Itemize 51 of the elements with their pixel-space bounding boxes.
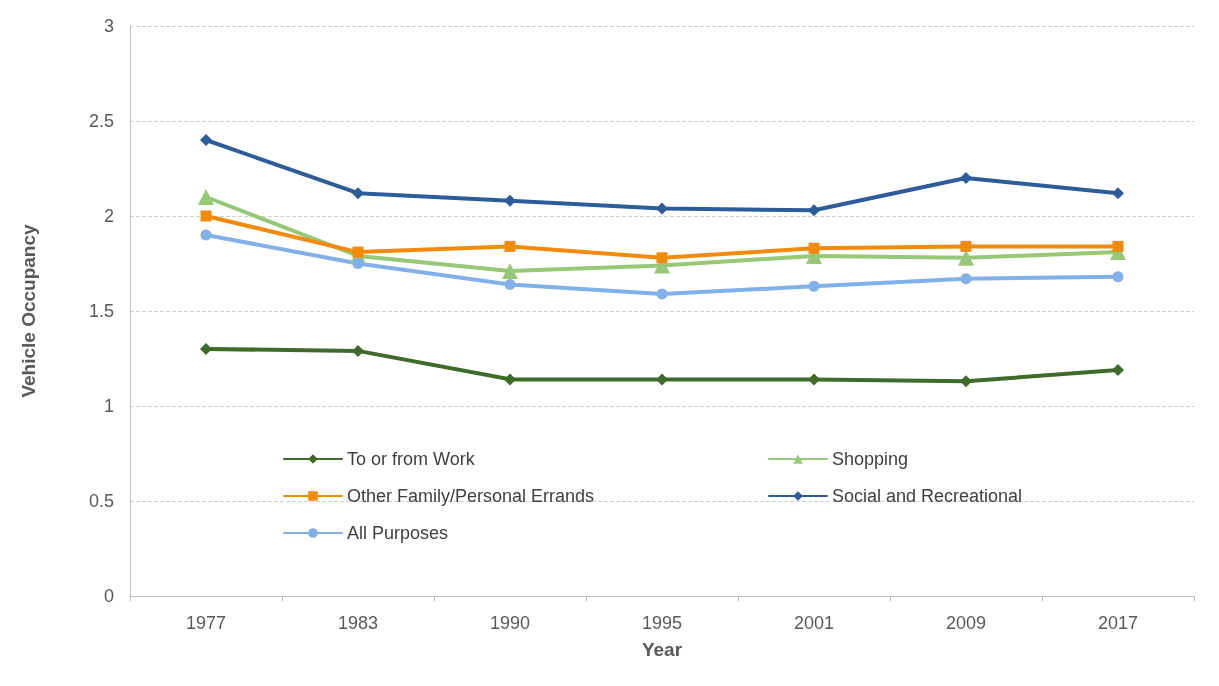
x-tick-label: 2009 bbox=[945, 613, 987, 633]
point bbox=[1112, 363, 1124, 376]
y-tick-label: 0 bbox=[103, 586, 114, 606]
legend-label: Social and Recreational bbox=[832, 486, 1023, 506]
point bbox=[352, 258, 364, 269]
point bbox=[808, 373, 820, 386]
point bbox=[656, 373, 668, 386]
point bbox=[960, 172, 972, 184]
point bbox=[1112, 187, 1124, 200]
point bbox=[352, 246, 364, 258]
point bbox=[960, 240, 972, 252]
y-tick-label: 2.5 bbox=[88, 111, 114, 131]
point bbox=[960, 273, 972, 285]
y-tick-label: 3 bbox=[103, 16, 114, 36]
legend-label: To or from Work bbox=[347, 449, 476, 469]
point bbox=[1112, 271, 1124, 283]
point bbox=[504, 278, 516, 290]
point bbox=[352, 187, 364, 200]
y-tick-label: 2 bbox=[103, 206, 114, 226]
point bbox=[960, 375, 972, 388]
x-tick-label: 1983 bbox=[337, 613, 379, 633]
point bbox=[352, 344, 364, 357]
x-tick-label: 2001 bbox=[793, 613, 835, 633]
point bbox=[656, 252, 668, 264]
y-tick-label: 1.5 bbox=[88, 301, 114, 321]
x-tick-label: 1990 bbox=[489, 613, 531, 633]
point bbox=[504, 194, 516, 207]
legend-label: Shopping bbox=[832, 449, 909, 469]
x-axis-title: Year bbox=[641, 639, 683, 660]
point bbox=[200, 229, 212, 241]
point bbox=[502, 263, 518, 280]
point bbox=[808, 242, 820, 254]
point bbox=[808, 280, 820, 292]
x-tick-label: 1995 bbox=[641, 613, 683, 633]
legend-label: Other Family/Personal Errands bbox=[347, 486, 595, 506]
point bbox=[808, 204, 820, 217]
legend-label: All Purposes bbox=[347, 523, 449, 543]
point bbox=[504, 240, 516, 252]
x-tick-label: 1977 bbox=[185, 613, 227, 633]
point bbox=[656, 288, 668, 300]
point bbox=[200, 134, 212, 146]
point bbox=[656, 202, 668, 215]
y-axis-title: Vehicle Occupancy bbox=[18, 223, 39, 398]
y-tick-label: 0.5 bbox=[88, 491, 114, 511]
point bbox=[958, 249, 974, 266]
y-tick-label: 1 bbox=[103, 396, 114, 416]
point bbox=[200, 210, 212, 222]
point bbox=[1112, 240, 1124, 252]
x-tick-label: 2017 bbox=[1097, 613, 1139, 633]
point bbox=[504, 373, 516, 386]
point bbox=[198, 189, 214, 205]
